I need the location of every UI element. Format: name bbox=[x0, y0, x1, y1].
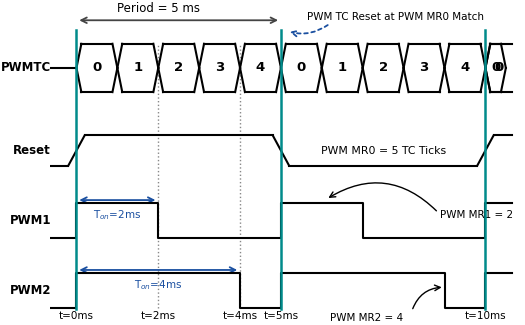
Text: 1: 1 bbox=[338, 61, 347, 74]
Text: PWM TC Reset at PWM MR0 Match: PWM TC Reset at PWM MR0 Match bbox=[307, 12, 484, 22]
Text: 0: 0 bbox=[297, 61, 306, 74]
Text: Period = 5 ms: Period = 5 ms bbox=[117, 2, 200, 15]
Text: 3: 3 bbox=[215, 61, 224, 74]
Text: 2: 2 bbox=[379, 61, 388, 74]
Text: PWM MR0 = 5 TC Ticks: PWM MR0 = 5 TC Ticks bbox=[321, 146, 446, 156]
Text: 0: 0 bbox=[92, 61, 101, 74]
Text: PWM1: PWM1 bbox=[9, 214, 51, 227]
Text: PWM MR2 = 4: PWM MR2 = 4 bbox=[330, 313, 403, 323]
Text: PWMTC: PWMTC bbox=[1, 61, 51, 74]
Text: T$_{on}$=2ms: T$_{on}$=2ms bbox=[93, 208, 141, 222]
Text: 0: 0 bbox=[494, 61, 503, 74]
Text: 1: 1 bbox=[133, 61, 142, 74]
Text: 3: 3 bbox=[419, 61, 429, 74]
Text: PWM2: PWM2 bbox=[9, 284, 51, 297]
Text: t=0ms: t=0ms bbox=[59, 311, 94, 321]
Text: t=5ms: t=5ms bbox=[264, 311, 299, 321]
Text: 2: 2 bbox=[174, 61, 183, 74]
Text: 4: 4 bbox=[256, 61, 265, 74]
Text: t=4ms: t=4ms bbox=[223, 311, 258, 321]
Text: Reset: Reset bbox=[13, 144, 51, 157]
Text: 4: 4 bbox=[460, 61, 469, 74]
Text: 0: 0 bbox=[491, 61, 500, 74]
Text: t=10ms: t=10ms bbox=[465, 311, 506, 321]
Text: t=2ms: t=2ms bbox=[141, 311, 176, 321]
Text: PWM MR1 = 2: PWM MR1 = 2 bbox=[440, 210, 513, 220]
Text: T$_{on}$=4ms: T$_{on}$=4ms bbox=[134, 278, 182, 292]
